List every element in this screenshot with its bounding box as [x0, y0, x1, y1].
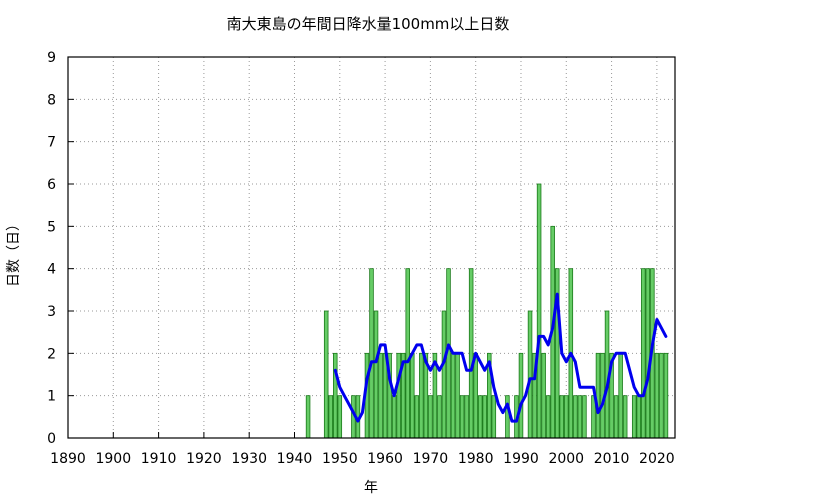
bar — [582, 395, 587, 439]
bar — [654, 352, 660, 439]
y-tick-label: 0 — [47, 431, 56, 447]
y-tick-label: 5 — [47, 219, 56, 235]
bar — [622, 395, 628, 439]
y-axis-label: 日数（日） — [6, 217, 22, 287]
bar — [641, 268, 646, 439]
bar — [328, 395, 333, 439]
x-tick-label: 2010 — [594, 451, 630, 467]
x-tick-label: 2000 — [548, 451, 584, 467]
x-tick-label: 1930 — [231, 451, 267, 467]
bar — [410, 352, 415, 439]
bar — [595, 352, 601, 439]
y-tick-label: 3 — [47, 304, 56, 320]
bar — [618, 352, 623, 439]
x-tick-label: 1920 — [186, 451, 222, 467]
bar — [337, 395, 343, 439]
bar — [391, 395, 397, 439]
bar — [405, 268, 410, 439]
bar — [663, 352, 669, 439]
bar — [419, 352, 424, 439]
bar — [459, 395, 465, 439]
bar — [518, 352, 524, 439]
bar — [536, 183, 542, 439]
bar — [455, 352, 460, 439]
bar — [573, 395, 578, 439]
bar — [468, 268, 474, 439]
bar — [541, 352, 546, 439]
bar — [577, 395, 583, 439]
bar — [441, 310, 447, 439]
y-tick-label: 2 — [47, 346, 56, 362]
y-tick-label: 1 — [47, 389, 56, 405]
moving-average-line-group — [333, 292, 668, 423]
x-tick-label: 1960 — [367, 451, 403, 467]
chart-title: 南大東島の年間日降水量100mm以上日数 — [227, 15, 510, 33]
bar — [631, 395, 637, 439]
bar — [305, 395, 311, 439]
bar — [482, 395, 488, 439]
y-tick-label: 8 — [47, 92, 56, 108]
bar — [527, 310, 533, 439]
y-tick-label: 6 — [47, 177, 56, 193]
bar — [323, 310, 329, 439]
x-tick-label: 1910 — [141, 451, 177, 467]
bar — [378, 352, 383, 439]
bar — [505, 395, 510, 439]
x-tick-label: 1890 — [50, 451, 86, 467]
bar — [333, 352, 338, 439]
bar — [369, 268, 374, 439]
bar — [428, 395, 433, 439]
bar — [464, 395, 469, 439]
y-tick-label: 4 — [47, 262, 56, 278]
y-tick-labels: 0 1 2 3 4 5 6 7 8 9 — [47, 50, 56, 447]
x-tick-label: 1980 — [458, 451, 494, 467]
bar — [559, 395, 565, 439]
bar — [382, 352, 388, 439]
x-tick-label: 2020 — [639, 451, 675, 467]
x-tick-label: 1970 — [413, 451, 449, 467]
bar — [613, 395, 619, 439]
bar — [491, 395, 497, 439]
x-tick-labels: 1890 1900 1910 1920 1930 1940 1950 1960 1970 1980… — [50, 451, 675, 467]
y-tick-label: 9 — [47, 50, 56, 66]
x-axis-label: 年 — [364, 480, 378, 496]
bar — [564, 395, 569, 439]
bar — [450, 352, 456, 439]
bar — [396, 352, 401, 439]
moving-average-line — [333, 292, 668, 423]
x-tick-label: 1950 — [322, 451, 358, 467]
bar — [477, 395, 483, 439]
bar — [414, 395, 420, 439]
bar — [373, 310, 379, 439]
bar — [545, 395, 551, 439]
x-tick-label: 1900 — [95, 451, 131, 467]
bar — [437, 395, 442, 439]
y-tick-label: 7 — [47, 135, 56, 151]
bar — [645, 268, 651, 439]
x-tick-label: 1940 — [277, 451, 313, 467]
x-tick-label: 1990 — [503, 451, 539, 467]
bar — [473, 352, 478, 439]
plot-frame — [67, 56, 676, 439]
bar — [659, 352, 664, 439]
bar — [636, 395, 642, 439]
